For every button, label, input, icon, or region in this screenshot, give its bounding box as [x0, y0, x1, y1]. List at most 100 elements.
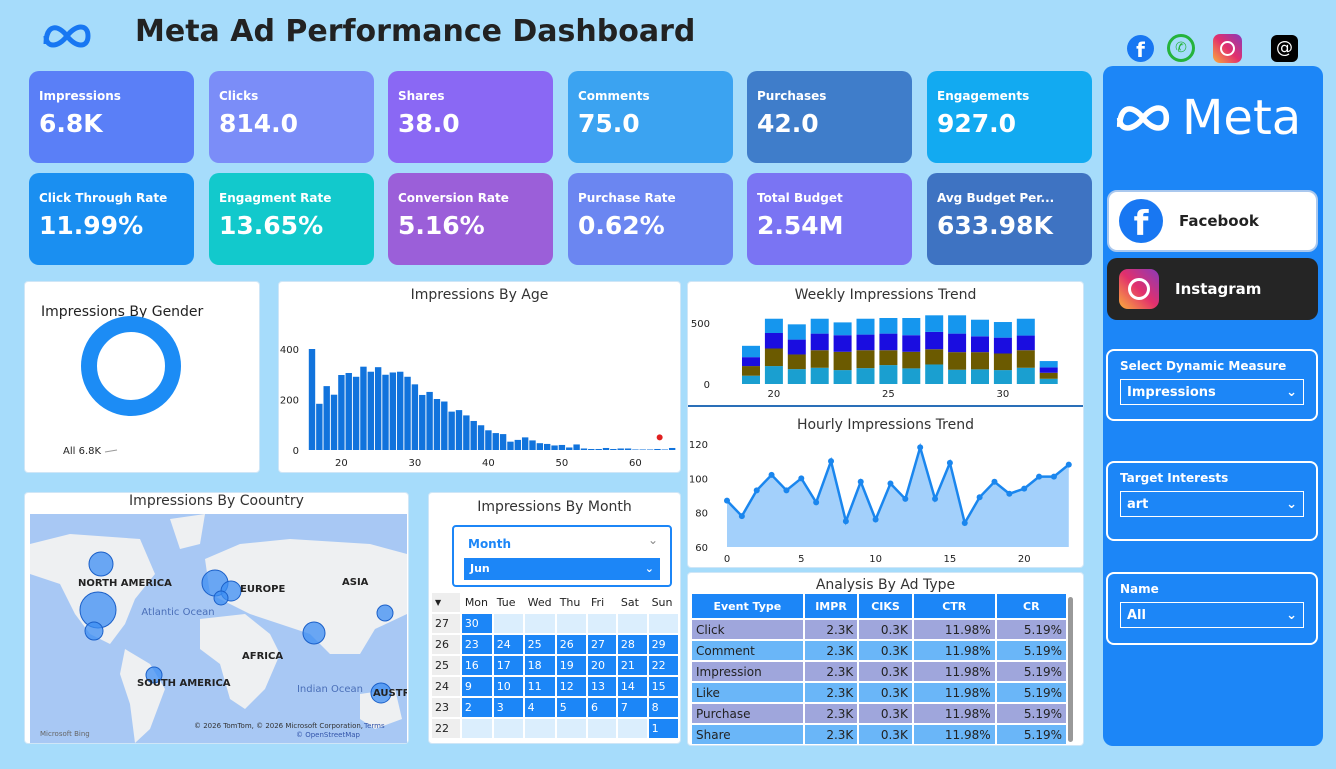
age-bar[interactable] [308, 349, 316, 450]
age-bar[interactable] [352, 376, 360, 450]
age-bar[interactable] [580, 448, 588, 450]
column-header[interactable]: Event Type [692, 594, 803, 618]
hourly-point[interactable] [842, 518, 849, 525]
week-bar-segment[interactable] [787, 339, 806, 355]
age-bar[interactable] [345, 372, 352, 450]
column-header[interactable]: CIKS [859, 594, 912, 618]
week-bar-segment[interactable] [948, 352, 967, 370]
age-bar[interactable] [441, 401, 448, 450]
country-bubble[interactable] [213, 590, 229, 606]
week-bar-segment[interactable] [833, 370, 852, 384]
age-bar[interactable] [463, 415, 470, 450]
hourly-point[interactable] [991, 478, 998, 485]
hourly-point[interactable] [1006, 490, 1013, 497]
week-bar-segment[interactable] [856, 368, 875, 384]
calendar-day-cell[interactable] [617, 719, 647, 738]
terms-link[interactable]: Terms [363, 722, 385, 730]
calendar-day-cell[interactable]: 27 [588, 635, 616, 654]
week-bar-segment[interactable] [1016, 318, 1035, 336]
threads-icon[interactable]: @ [1271, 35, 1298, 62]
calendar-day-cell[interactable]: 6 [588, 698, 616, 717]
calendar-day-cell[interactable]: 20 [588, 656, 616, 675]
age-bar[interactable] [610, 448, 617, 450]
age-bar[interactable] [544, 443, 551, 450]
age-bar[interactable] [360, 366, 367, 450]
calendar-day-cell[interactable]: 29 [648, 635, 678, 654]
age-bar[interactable] [433, 398, 441, 450]
age-bar[interactable] [426, 391, 433, 450]
week-bar-segment[interactable] [879, 317, 898, 334]
hourly-point[interactable] [828, 458, 835, 465]
age-bar[interactable] [492, 433, 499, 450]
hourly-point[interactable] [1036, 473, 1043, 480]
table-row[interactable]: Share 2.3K 0.3K 11.98% 5.19% [692, 725, 1066, 744]
week-bar-segment[interactable] [810, 318, 829, 334]
age-bar[interactable] [632, 449, 639, 450]
calendar-day-cell[interactable]: 24 [493, 635, 523, 654]
age-bar[interactable] [338, 375, 345, 450]
week-bar-segment[interactable] [1016, 335, 1035, 351]
age-bar[interactable] [639, 449, 646, 450]
age-bar[interactable] [499, 434, 507, 450]
whatsapp-icon[interactable]: ✆ [1167, 34, 1195, 62]
calendar-day-cell[interactable]: 2 [461, 698, 492, 717]
calendar-day-cell[interactable]: 15 [648, 677, 678, 696]
calendar-day-cell[interactable]: 3 [493, 698, 523, 717]
calendar-day-cell[interactable]: 11 [524, 677, 555, 696]
hourly-point[interactable] [872, 516, 879, 523]
age-bar[interactable] [668, 447, 676, 450]
age-bar[interactable] [514, 439, 521, 450]
country-bubble[interactable] [145, 666, 163, 684]
country-bubble[interactable] [88, 551, 114, 577]
month-dropdown[interactable]: Jun ⌄ [464, 558, 660, 580]
calendar-day-cell[interactable] [493, 614, 523, 633]
week-bar-segment[interactable] [971, 369, 989, 384]
age-bar[interactable] [485, 430, 492, 450]
facebook-icon[interactable]: f [1127, 35, 1154, 62]
week-bar-segment[interactable] [856, 334, 875, 351]
week-bar-segment[interactable] [925, 315, 944, 332]
osm-link[interactable]: © OpenStreetMap [296, 731, 361, 739]
table-row[interactable]: Like 2.3K 0.3K 11.98% 5.19% [692, 683, 1066, 702]
calendar-day-cell[interactable]: 12 [556, 677, 587, 696]
age-bar[interactable] [595, 448, 602, 450]
table-row[interactable]: Purchase 2.3K 0.3K 11.98% 5.19% [692, 704, 1066, 723]
hourly-point[interactable] [738, 513, 745, 520]
week-bar-segment[interactable] [1039, 361, 1058, 368]
week-bar-segment[interactable] [787, 354, 806, 370]
calendar-day-cell[interactable]: 16 [461, 656, 492, 675]
week-bar-segment[interactable] [1039, 367, 1058, 373]
table-scrollbar[interactable] [1068, 597, 1073, 742]
age-bar[interactable] [470, 420, 477, 450]
week-bar-segment[interactable] [856, 350, 875, 369]
age-bar[interactable] [566, 447, 573, 450]
age-bar[interactable] [330, 394, 338, 450]
age-bar[interactable] [382, 374, 389, 450]
age-bar[interactable] [374, 367, 382, 450]
hourly-point[interactable] [813, 499, 820, 506]
week-bar-segment[interactable] [833, 351, 852, 371]
age-bar[interactable] [316, 403, 323, 450]
week-bar-segment[interactable] [948, 315, 967, 334]
week-bar-segment[interactable] [742, 345, 760, 358]
column-header[interactable]: CR [996, 594, 1066, 618]
week-bar-segment[interactable] [764, 366, 783, 384]
age-bar[interactable] [654, 448, 661, 450]
hourly-point[interactable] [857, 478, 864, 485]
age-bar[interactable] [602, 447, 610, 450]
hourly-point[interactable] [753, 487, 760, 494]
country-bubble[interactable] [302, 621, 326, 645]
hourly-point[interactable] [798, 475, 805, 482]
hourly-point[interactable] [724, 497, 730, 504]
anomaly-marker[interactable] [656, 434, 663, 441]
instagram-icon[interactable] [1213, 34, 1242, 63]
week-bar-segment[interactable] [948, 369, 967, 384]
week-bar-segment[interactable] [879, 365, 898, 384]
calendar-day-cell[interactable]: 21 [617, 656, 647, 675]
age-bar[interactable] [551, 445, 558, 450]
week-bar-segment[interactable] [925, 331, 944, 350]
hourly-point[interactable] [1065, 461, 1072, 468]
calendar-day-cell[interactable]: 4 [524, 698, 555, 717]
week-bar-segment[interactable] [787, 324, 806, 340]
age-bar[interactable] [455, 410, 463, 450]
